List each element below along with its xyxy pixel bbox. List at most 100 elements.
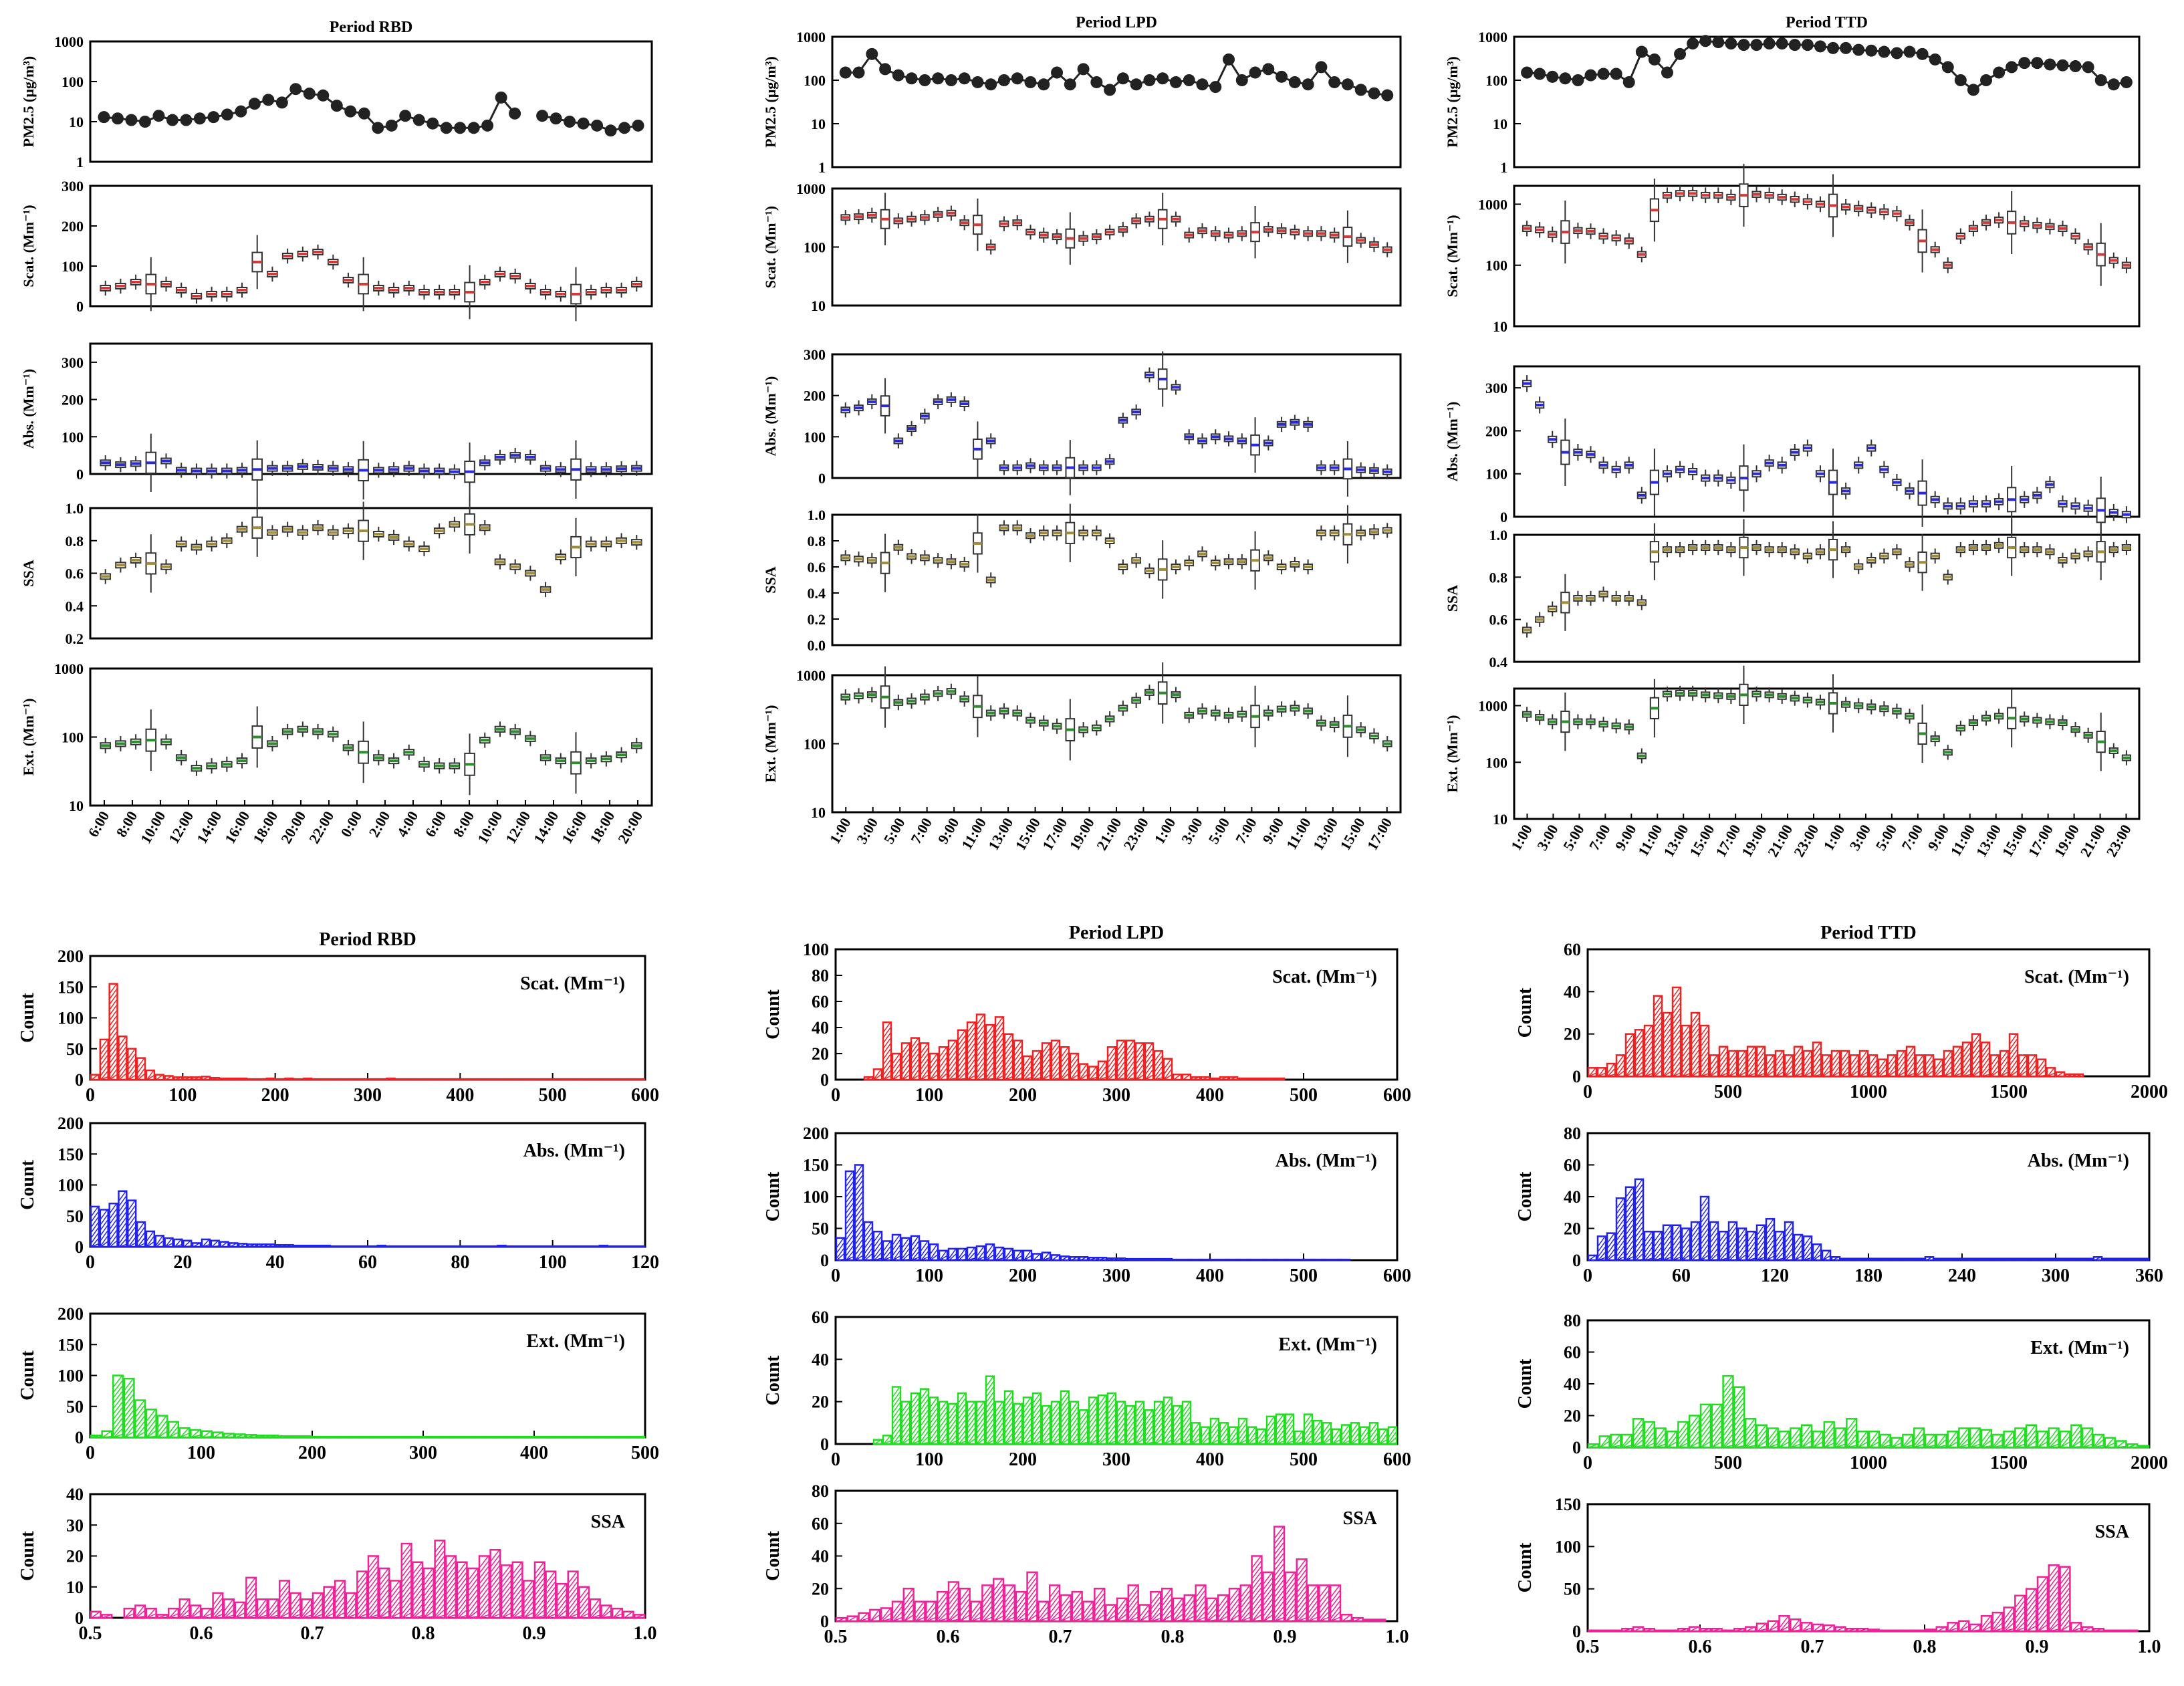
hatch [523, 1580, 533, 1592]
hatch [1888, 1065, 1896, 1076]
hatch [128, 1048, 136, 1059]
hatch [128, 1211, 136, 1221]
hatch [1042, 1058, 1050, 1069]
hatch [1098, 1416, 1106, 1427]
hatch [1229, 1588, 1239, 1600]
hatch [1207, 1603, 1217, 1616]
hatch [1308, 1600, 1318, 1613]
hatch [1342, 1614, 1352, 1622]
y-axis-label: SSA [1444, 585, 1461, 612]
hatch [1257, 1439, 1265, 1445]
hatch [983, 1616, 992, 1622]
hatch [1108, 1057, 1116, 1068]
hatch [1953, 1057, 1961, 1068]
hatch [1274, 1548, 1284, 1560]
hist-bar [145, 1409, 157, 1439]
hatch [911, 1425, 919, 1435]
hatch [279, 1596, 289, 1608]
x-tick-label: 400 [520, 1443, 548, 1463]
hatch [291, 1608, 300, 1618]
y-tick-label: 0.6 [808, 559, 826, 576]
hatch [1869, 1257, 1877, 1261]
hatch [1379, 1429, 1387, 1439]
hatch [535, 1567, 545, 1579]
hatch [1005, 1600, 1015, 1613]
hatch [1070, 1433, 1078, 1444]
hatch [1117, 1412, 1125, 1423]
x-tick-label: 23:00 [2103, 822, 2135, 860]
hatch [1014, 1409, 1022, 1419]
axes-frame [89, 667, 653, 807]
y-tick-label: 10 [1493, 116, 1507, 132]
hatch [836, 1253, 844, 1261]
hatch [1267, 1078, 1275, 1080]
hatch [1691, 1060, 1699, 1071]
hatch [949, 1040, 957, 1050]
data-point [1276, 70, 1288, 83]
hatch [1633, 1418, 1643, 1431]
hatch [224, 1614, 234, 1618]
y-tick-label: 60 [1564, 1343, 1581, 1362]
hatch [1173, 1427, 1181, 1437]
hist-bar [994, 1246, 1005, 1261]
hatch [1710, 1253, 1718, 1261]
hatch [1173, 1619, 1183, 1622]
hatch [248, 1243, 256, 1247]
hatch [930, 1053, 938, 1064]
hatch [582, 1245, 589, 1247]
hatch [911, 1435, 919, 1445]
hatch [1164, 1407, 1172, 1418]
hatch [1061, 1439, 1069, 1445]
y-tick-label: 30 [66, 1516, 84, 1535]
hatch [279, 1612, 289, 1618]
hatch [235, 1612, 245, 1618]
data-point [248, 98, 261, 110]
hatch [855, 1197, 863, 1207]
hatch [590, 1598, 600, 1611]
hatch [1907, 1257, 1915, 1261]
hatch [424, 1245, 431, 1247]
hatch [902, 1042, 910, 1053]
hatch [1023, 1061, 1032, 1072]
y-tick-label: 0.4 [1489, 654, 1508, 671]
hatch [1766, 1218, 1774, 1229]
hatch [1654, 1252, 1662, 1261]
hatch [1654, 1065, 1662, 1076]
y-tick-label: 0.6 [66, 566, 84, 582]
hatch [501, 1607, 511, 1618]
y-tick-label: 1.0 [808, 507, 826, 523]
hatch [958, 1435, 966, 1445]
hatch [406, 1078, 413, 1080]
hatch [1286, 1598, 1296, 1611]
data-point [1878, 45, 1891, 58]
hatch [213, 1614, 223, 1618]
hatch [911, 1038, 919, 1048]
hatch [937, 1591, 947, 1604]
hatch [357, 1571, 367, 1583]
hatch [1308, 1611, 1318, 1622]
hatch [967, 1428, 975, 1439]
hatch [246, 1598, 256, 1610]
hatch [855, 1255, 863, 1261]
hatch [1072, 1618, 1082, 1622]
hatch [1701, 1233, 1709, 1244]
hatch [958, 1067, 966, 1078]
data-point [2056, 59, 2069, 72]
hatch [1654, 1070, 1662, 1077]
hatch [424, 1605, 434, 1618]
hatch [1682, 1041, 1690, 1052]
hatch [1654, 1044, 1662, 1054]
hatch [995, 1257, 1003, 1261]
hatch [1691, 1044, 1699, 1055]
hatch [1626, 1213, 1634, 1224]
hatch [967, 1407, 975, 1417]
axes-frame [1513, 185, 2141, 328]
hatch [1126, 1258, 1134, 1261]
axes-frame [89, 507, 653, 640]
hatch [1248, 1442, 1256, 1445]
hatch [836, 1248, 844, 1259]
hatch [1005, 1595, 1015, 1608]
hatch [313, 1245, 320, 1247]
hatch [874, 1257, 882, 1261]
